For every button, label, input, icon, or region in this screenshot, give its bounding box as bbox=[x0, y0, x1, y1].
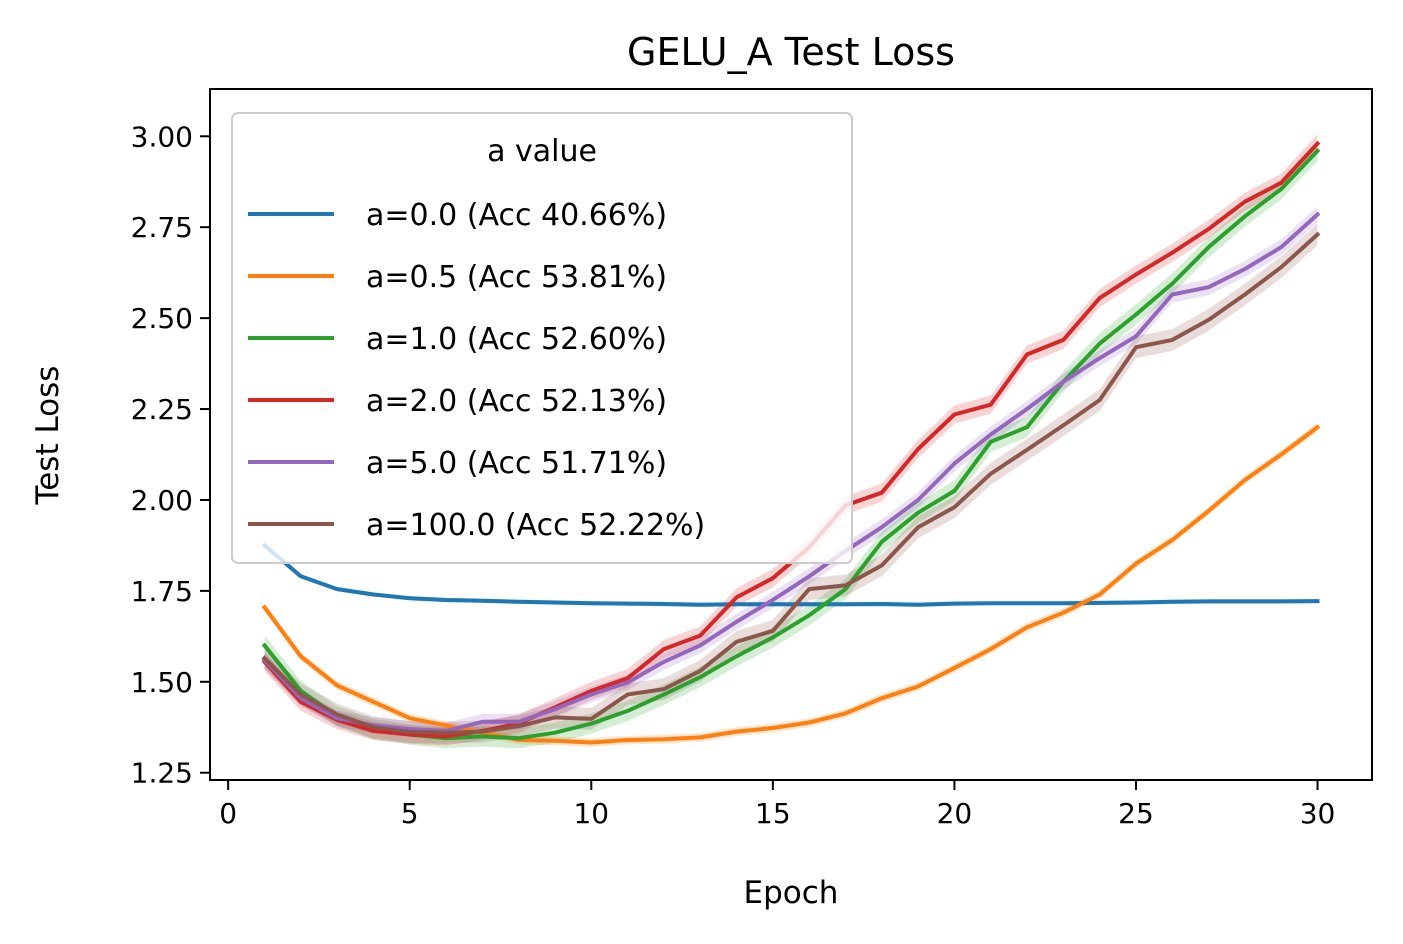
y-tick-label: 3.00 bbox=[131, 120, 193, 153]
legend-title: a value bbox=[487, 134, 597, 169]
x-tick-label: 5 bbox=[401, 797, 419, 830]
x-tick-label: 0 bbox=[219, 797, 237, 830]
y-tick-label: 2.75 bbox=[131, 211, 193, 244]
legend-entry-label: a=0.0 (Acc 40.66%) bbox=[366, 198, 667, 233]
legend-entry-label: a=5.0 (Acc 51.71%) bbox=[366, 446, 667, 481]
x-tick-label: 20 bbox=[937, 797, 973, 830]
x-tick-label: 30 bbox=[1300, 797, 1336, 830]
y-tick-label: 1.25 bbox=[131, 757, 193, 790]
series-line-5 bbox=[261, 231, 1321, 735]
series-line-0 bbox=[261, 542, 1320, 607]
series-band-1 bbox=[264, 422, 1318, 747]
legend: a value a=0.0 (Acc 40.66%) a=0.5 (Acc 53.… bbox=[231, 112, 853, 564]
y-tick-label: 2.25 bbox=[131, 393, 193, 426]
y-tick-label: 1.75 bbox=[131, 575, 193, 608]
x-axis-label: Epoch bbox=[744, 875, 839, 911]
x-tick-label: 10 bbox=[573, 797, 609, 830]
chart-title: GELU_A Test Loss bbox=[627, 30, 955, 74]
legend-entry-label: a=0.5 (Acc 53.81%) bbox=[366, 260, 667, 295]
x-tick-label: 15 bbox=[755, 797, 791, 830]
y-axis-label: Test Loss bbox=[30, 366, 66, 506]
legend-box bbox=[231, 112, 853, 564]
y-tick-label: 2.50 bbox=[131, 302, 193, 335]
plot-frame bbox=[209, 88, 1373, 781]
legend-entry-label: a=1.0 (Acc 52.60%) bbox=[366, 322, 667, 357]
x-tick-label: 25 bbox=[1118, 797, 1154, 830]
y-tick-label: 1.50 bbox=[131, 666, 193, 699]
legend-entry-label: a=100.0 (Acc 52.22%) bbox=[366, 508, 705, 543]
legend-entry-label: a=2.0 (Acc 52.13%) bbox=[366, 384, 667, 419]
y-tick-label: 2.00 bbox=[131, 484, 193, 517]
series-line-1 bbox=[261, 424, 1321, 745]
